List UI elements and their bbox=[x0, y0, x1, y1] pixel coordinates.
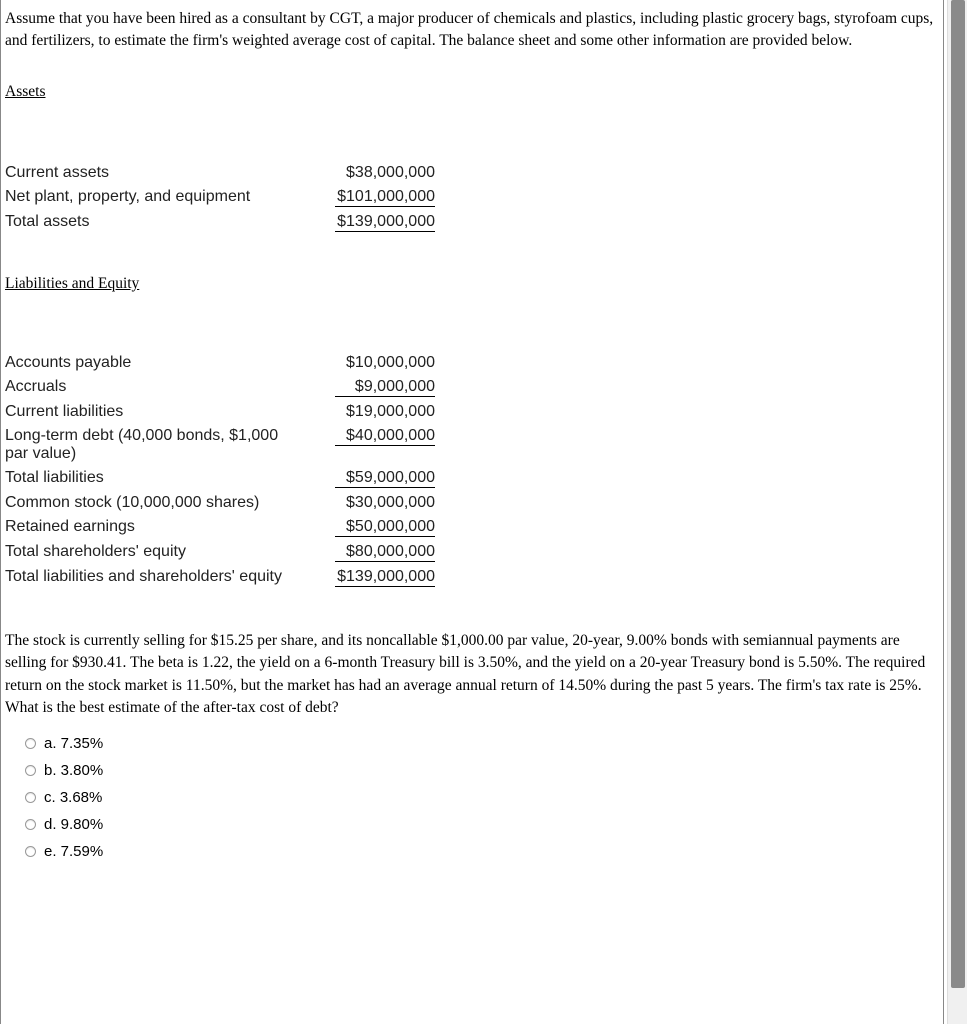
table-row: Current assets$38,000,000 bbox=[5, 161, 435, 185]
row-value: $38,000,000 bbox=[305, 161, 435, 185]
row-label: Long-term debt (40,000 bonds, $1,000 par… bbox=[5, 424, 305, 466]
row-label: Accounts payable bbox=[5, 351, 305, 375]
table-row: Accounts payable$10,000,000 bbox=[5, 351, 435, 375]
row-value: $9,000,000 bbox=[305, 375, 435, 400]
row-value: $19,000,000 bbox=[305, 400, 435, 424]
table-row: Long-term debt (40,000 bonds, $1,000 par… bbox=[5, 424, 435, 466]
table-row: Common stock (10,000,000 shares)$30,000,… bbox=[5, 491, 435, 515]
row-label: Current liabilities bbox=[5, 400, 305, 424]
question-content: Assume that you have been hired as a con… bbox=[0, 0, 944, 1024]
radio-icon[interactable] bbox=[25, 819, 36, 830]
row-label: Accruals bbox=[5, 375, 305, 400]
assets-heading: Assets bbox=[5, 83, 45, 101]
answer-options: a. 7.35% b. 3.80% c. 3.68% d. 9.80% e. 7.59% bbox=[5, 730, 939, 865]
row-label: Total shareholders' equity bbox=[5, 540, 305, 565]
answer-option-c[interactable]: c. 3.68% bbox=[25, 784, 939, 811]
answer-option-d[interactable]: d. 9.80% bbox=[25, 811, 939, 838]
table-row: Accruals$9,000,000 bbox=[5, 375, 435, 400]
option-label: a. 7.35% bbox=[44, 735, 103, 752]
row-label: Total liabilities bbox=[5, 466, 305, 491]
answer-option-a[interactable]: a. 7.35% bbox=[25, 730, 939, 757]
row-value: $59,000,000 bbox=[305, 466, 435, 491]
row-label: Total assets bbox=[5, 210, 305, 235]
table-row: Current liabilities$19,000,000 bbox=[5, 400, 435, 424]
answer-option-b[interactable]: b. 3.80% bbox=[25, 757, 939, 784]
row-label: Net plant, property, and equipment bbox=[5, 185, 305, 210]
radio-icon[interactable] bbox=[25, 846, 36, 857]
row-label: Total liabilities and shareholders' equi… bbox=[5, 565, 305, 590]
intro-paragraph: Assume that you have been hired as a con… bbox=[5, 8, 939, 53]
radio-icon[interactable] bbox=[25, 738, 36, 749]
option-label: e. 7.59% bbox=[44, 843, 103, 860]
row-value: $40,000,000 bbox=[305, 424, 435, 466]
table-row: Total liabilities and shareholders' equi… bbox=[5, 565, 435, 590]
option-label: d. 9.80% bbox=[44, 816, 103, 833]
scrollbar-thumb[interactable] bbox=[951, 0, 965, 988]
row-value: $50,000,000 bbox=[305, 515, 435, 540]
table-row: Total liabilities$59,000,000 bbox=[5, 466, 435, 491]
vertical-scrollbar[interactable] bbox=[947, 0, 967, 1024]
liabilities-heading: Liabilities and Equity bbox=[5, 275, 139, 293]
table-row: Net plant, property, and equipment$101,0… bbox=[5, 185, 435, 210]
row-value: $139,000,000 bbox=[305, 210, 435, 235]
radio-icon[interactable] bbox=[25, 765, 36, 776]
table-row: Total assets$139,000,000 bbox=[5, 210, 435, 235]
option-label: b. 3.80% bbox=[44, 762, 103, 779]
answer-option-e[interactable]: e. 7.59% bbox=[25, 838, 939, 865]
table-row: Retained earnings$50,000,000 bbox=[5, 515, 435, 540]
row-label: Retained earnings bbox=[5, 515, 305, 540]
table-row: Total shareholders' equity$80,000,000 bbox=[5, 540, 435, 565]
row-value: $101,000,000 bbox=[305, 185, 435, 210]
radio-icon[interactable] bbox=[25, 792, 36, 803]
option-label: c. 3.68% bbox=[44, 789, 102, 806]
row-label: Common stock (10,000,000 shares) bbox=[5, 491, 305, 515]
row-value: $139,000,000 bbox=[305, 565, 435, 590]
row-value: $80,000,000 bbox=[305, 540, 435, 565]
assets-table: Current assets$38,000,000Net plant, prop… bbox=[5, 161, 435, 235]
row-value: $10,000,000 bbox=[305, 351, 435, 375]
liabilities-table: Accounts payable$10,000,000Accruals$9,00… bbox=[5, 351, 435, 590]
row-label: Current assets bbox=[5, 161, 305, 185]
row-value: $30,000,000 bbox=[305, 491, 435, 515]
question-paragraph: The stock is currently selling for $15.2… bbox=[5, 630, 939, 720]
